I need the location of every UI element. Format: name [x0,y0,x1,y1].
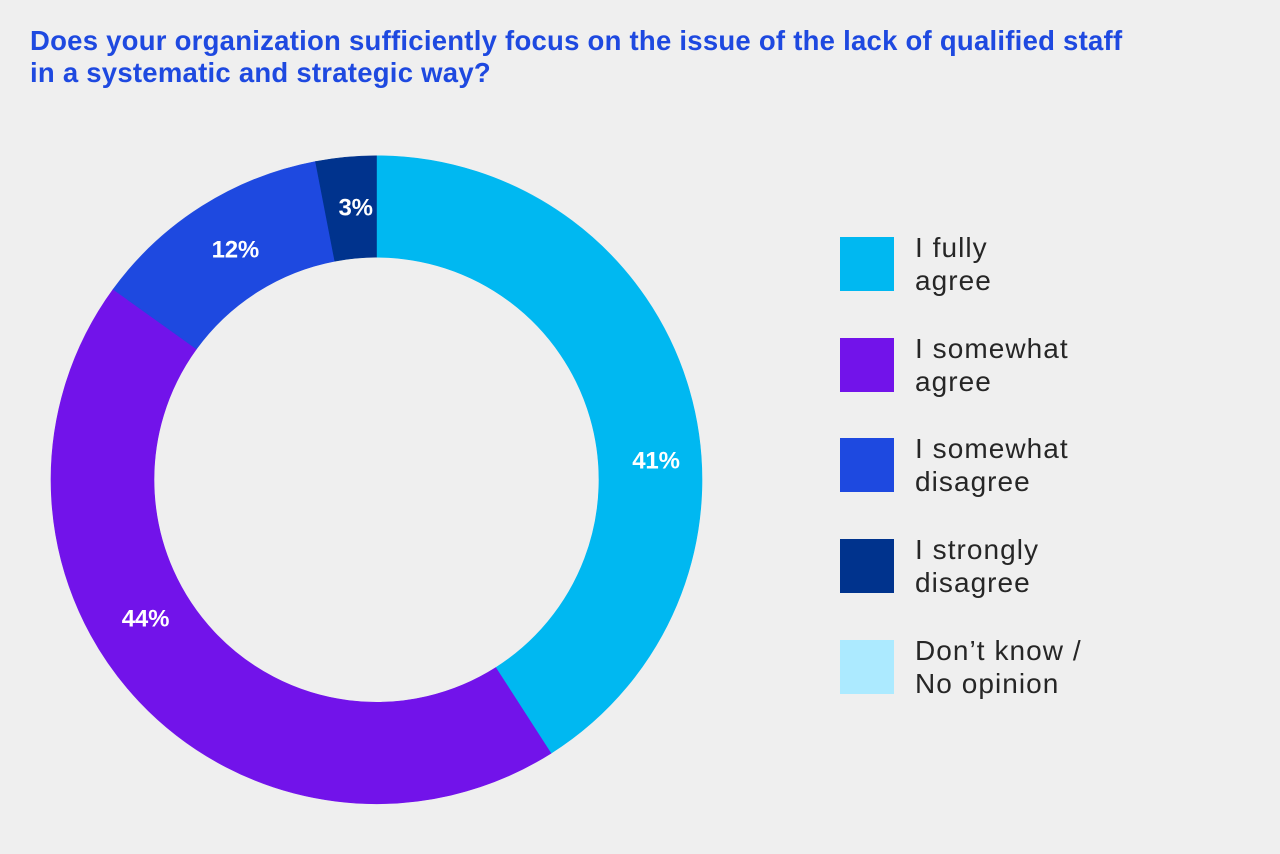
svg-text:44%: 44% [122,605,169,632]
svg-text:12%: 12% [212,237,259,264]
svg-text:3%: 3% [338,194,372,221]
svg-text:41%: 41% [632,447,679,474]
